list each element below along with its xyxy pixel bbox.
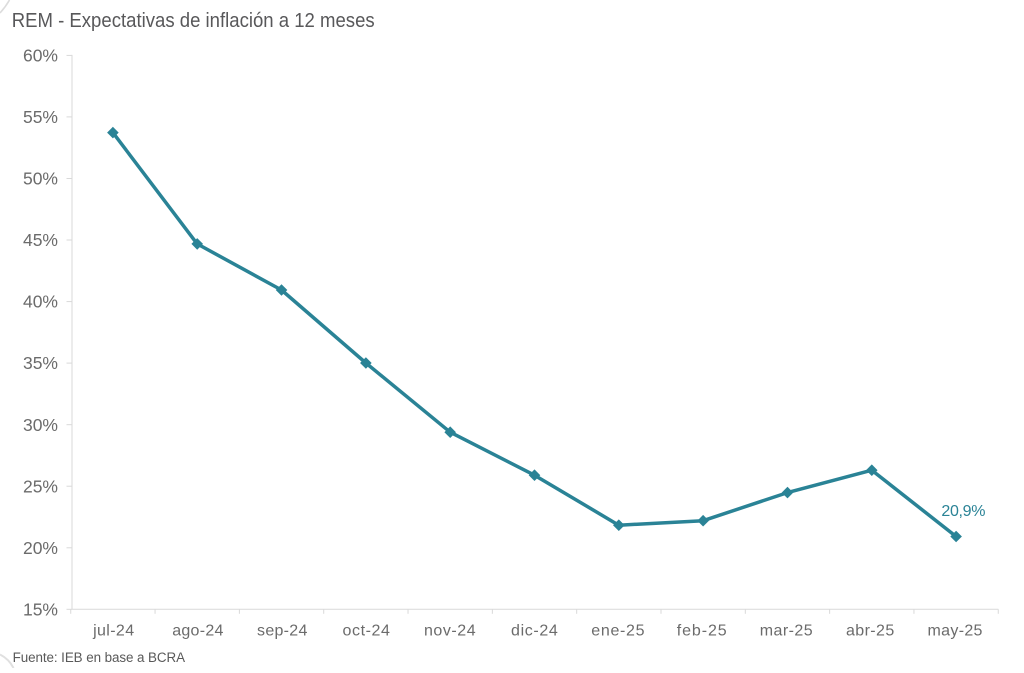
svg-text:ago-24: ago-24 (172, 623, 223, 640)
svg-text:mar-25: mar-25 (760, 623, 813, 640)
svg-text:50%: 50% (23, 169, 58, 189)
svg-text:dic-24: dic-24 (511, 623, 558, 640)
svg-text:Fuente: IEB en base a BCRA: Fuente: IEB en base a BCRA (13, 650, 185, 665)
svg-text:25%: 25% (23, 476, 58, 496)
svg-text:oct-24: oct-24 (343, 623, 390, 640)
svg-text:ene-25: ene-25 (591, 623, 644, 640)
svg-text:sep-24: sep-24 (257, 623, 307, 640)
svg-text:nov-24: nov-24 (424, 623, 476, 640)
svg-text:20%: 20% (23, 538, 58, 558)
svg-text:15%: 15% (23, 599, 58, 619)
svg-text:jul-24: jul-24 (92, 623, 134, 640)
svg-text:35%: 35% (23, 353, 58, 373)
svg-text:40%: 40% (23, 292, 58, 312)
svg-text:30%: 30% (23, 415, 58, 435)
svg-text:may-25: may-25 (928, 623, 983, 640)
svg-text:20,9%: 20,9% (941, 503, 985, 520)
svg-text:REM - Expectativas de inflació: REM - Expectativas de inflación a 12 mes… (12, 10, 375, 32)
svg-text:abr-25: abr-25 (846, 623, 894, 640)
svg-text:feb-25: feb-25 (677, 623, 727, 640)
svg-text:45%: 45% (23, 230, 58, 250)
svg-text:60%: 60% (23, 46, 58, 66)
svg-text:55%: 55% (23, 107, 58, 127)
